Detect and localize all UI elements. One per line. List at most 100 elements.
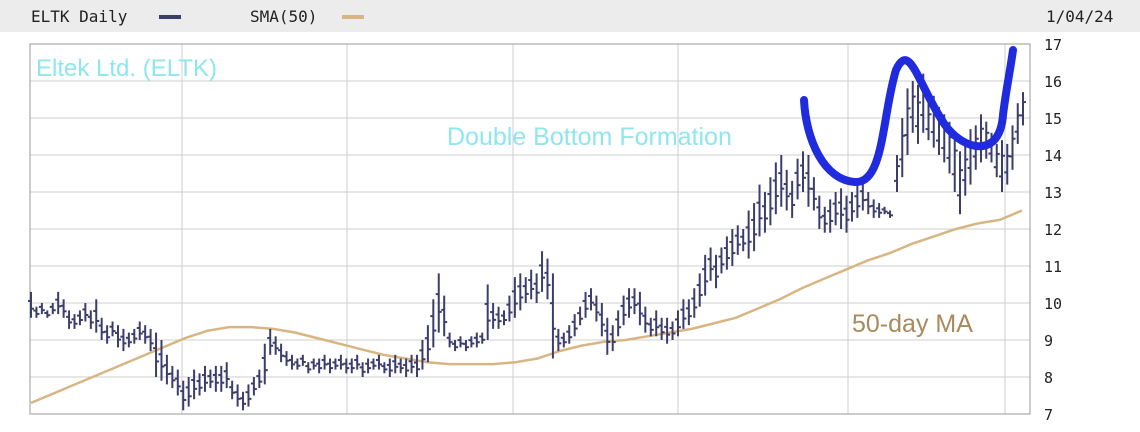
ohlc-bar [843, 195, 850, 233]
grid [29, 43, 1031, 415]
ohlc-bar [104, 325, 111, 344]
ohlc-bar [767, 177, 774, 226]
ohlc-bar [598, 303, 605, 337]
ohlc-bar [223, 362, 230, 389]
chart-date: 1/04/24 [1046, 7, 1114, 26]
ohlc-bar [832, 192, 839, 226]
ohlc-bar [120, 328, 127, 352]
ohlc-bar [408, 354, 415, 374]
ohlc-bar [674, 310, 681, 337]
ohlc-bar [967, 129, 974, 185]
ohlc-bar [909, 81, 916, 133]
ohlc-bar [343, 358, 350, 374]
ohlc-bar [865, 192, 872, 215]
ohlc-bar [555, 328, 562, 352]
ohlc-bar [539, 251, 546, 292]
ohlc-bar [430, 299, 437, 348]
ohlc-bar [696, 273, 703, 307]
ohlc-bar [142, 325, 149, 344]
ohlc-bar [702, 254, 709, 296]
sma-line [30, 209, 1023, 405]
ohlc-bar [392, 354, 399, 374]
ohlc-bar [805, 155, 812, 207]
ohlc-bar [915, 84, 921, 144]
ohlc-bar [272, 336, 279, 355]
ohlc-bar [756, 184, 763, 237]
ohlc-bar [680, 299, 687, 329]
ohlc-bar [457, 336, 464, 348]
ohlc-bar [49, 303, 56, 315]
ohlc-bar [810, 177, 817, 211]
ohlc-bar [473, 332, 480, 348]
ohlc-bar [76, 310, 83, 326]
ohlc-bar [740, 229, 747, 252]
ohlc-bar [283, 351, 290, 366]
y-tick-label: 9 [1044, 332, 1053, 350]
ohlc-bar [506, 295, 513, 322]
ohlc-bar [495, 306, 502, 329]
ohlc-bar [267, 328, 274, 355]
ohlc-bar [250, 377, 257, 396]
ohlc-bar [180, 380, 187, 411]
ohlc-bar [669, 321, 676, 340]
ohlc-bar [745, 210, 752, 259]
ohlc-bar [327, 358, 334, 374]
ohlc-bar [310, 358, 317, 370]
y-tick-label: 8 [1044, 369, 1053, 387]
ohlc-bar [359, 362, 366, 377]
ohlc-bar [723, 236, 730, 270]
ohlc-bar [587, 288, 594, 311]
ohlc-bar [446, 332, 453, 348]
y-axis-ticks: 7 8 9 10 11 12 13 14 15 16 17 [1044, 36, 1062, 424]
ohlc-bar [894, 155, 900, 192]
ohlc-bar [71, 314, 78, 329]
ohlc-bar [147, 328, 154, 352]
ohlc-bar [370, 358, 377, 370]
sma-legend-label: SMA(50) [250, 7, 318, 26]
ohlc-bar [332, 358, 339, 370]
ohlc-bar [821, 206, 828, 233]
ohlc-bar [82, 303, 89, 322]
ohlc-bar [761, 192, 768, 233]
ma-label: 50-day MA [852, 310, 973, 338]
ohlc-bar [528, 269, 535, 300]
ohlc-bar [381, 362, 388, 374]
ohlc-bar [620, 295, 627, 326]
ohlc-bar [593, 295, 600, 322]
ohlc-bar [560, 332, 567, 348]
ohlc-bar [653, 310, 660, 337]
ohlc-bar [962, 143, 969, 196]
formation-label: Double Bottom Formation [447, 123, 732, 151]
ohlc-bar [424, 325, 431, 363]
ohlc-bar [386, 358, 393, 377]
ohlc-bar [642, 306, 649, 333]
ohlc-bar [163, 354, 170, 385]
ohlc-bar [993, 143, 1000, 178]
ohlc-bar [169, 365, 176, 389]
y-tick-label: 10 [1044, 295, 1062, 313]
ohlc-bar [153, 332, 160, 377]
ohlc-bar [212, 365, 219, 392]
ohlc-bar [185, 377, 192, 407]
ohlc-bar [800, 151, 807, 192]
ohlc-bar [452, 340, 459, 352]
ohlc-bar [288, 354, 295, 370]
ohlc-bar [647, 317, 654, 337]
ohlc-bar [1020, 92, 1026, 126]
y-tick-label: 14 [1044, 147, 1062, 165]
company-name: Eltek Ltd. (ELTK) [36, 55, 217, 82]
ohlc-bar [789, 180, 796, 218]
ohlc-bar [604, 317, 611, 355]
ohlc-bar [718, 247, 725, 274]
ohlc-bar [794, 158, 801, 200]
ohlc-bar [462, 340, 469, 352]
ohlc-bar [658, 317, 665, 340]
ohlc-bar [577, 306, 584, 326]
ohlc-bar [125, 332, 132, 348]
ohlc-bar [98, 317, 105, 340]
ohlc-bar [500, 310, 507, 326]
ohlc-bar [33, 306, 40, 318]
ohlc-bar [375, 354, 382, 370]
ohlc-bar [136, 321, 143, 340]
